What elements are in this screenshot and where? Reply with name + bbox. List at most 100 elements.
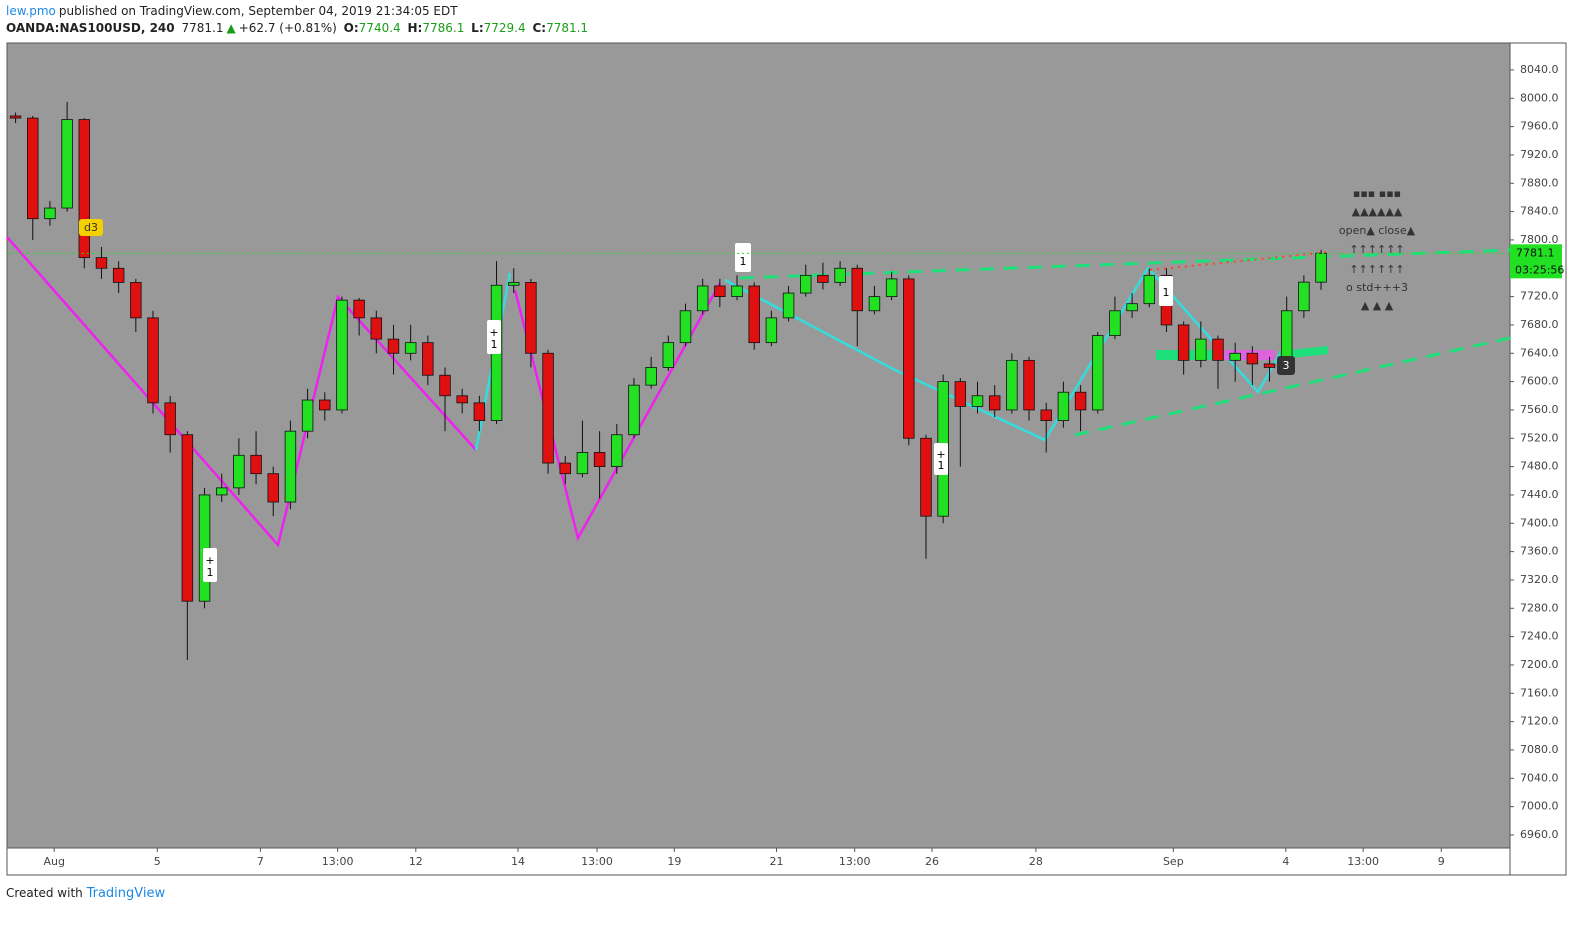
- brand[interactable]: TradingView: [86, 886, 166, 901]
- candle-body: [920, 437, 932, 517]
- zone: [1215, 350, 1275, 360]
- x-tick-label: 19: [667, 855, 681, 868]
- note: 1: [938, 459, 945, 472]
- note-box: [79, 219, 103, 236]
- candle-body: [679, 310, 692, 344]
- annotations: d3 + 1 + 1 1 + 1 1 3 ▪▪▪ ▪▪▪ ▲▲▲▲▲▲ open…: [79, 187, 1416, 582]
- y-tick-label: 6960.0: [1520, 828, 1559, 841]
- change-arrow: ▲: [226, 21, 236, 35]
- candle-body: [78, 119, 91, 259]
- candle-body: [1040, 409, 1052, 421]
- candle-body: [988, 395, 1001, 411]
- candle-body: [782, 292, 795, 319]
- note: 1: [491, 338, 498, 351]
- y-tick-label: 7080.0: [1520, 743, 1559, 756]
- candle-body: [1109, 310, 1121, 336]
- published: published on TradingView.com, September …: [58, 4, 458, 18]
- candle-body: [508, 282, 520, 286]
- note: d3: [84, 221, 98, 234]
- candle-body: [1263, 363, 1276, 368]
- trend-line: [1074, 336, 1511, 437]
- trend-line: [739, 248, 1511, 280]
- note: +: [489, 326, 498, 339]
- y-tick-label: 7520.0: [1520, 431, 1559, 444]
- y-tick-label: 7680.0: [1520, 318, 1559, 331]
- note-box: [934, 443, 948, 475]
- note: 1: [1163, 286, 1170, 299]
- note: ↑↑↑↑↑↑: [1349, 263, 1404, 276]
- x-tick-label: Sep: [1163, 855, 1184, 868]
- c-label: C:: [532, 21, 547, 35]
- candle-body: [1177, 324, 1190, 361]
- zigzag: [513, 282, 722, 542]
- candle-body: [473, 402, 486, 421]
- countdown: 03:25:56: [1515, 263, 1564, 276]
- note-box: [203, 548, 217, 582]
- x-tick-label: 7: [257, 855, 264, 868]
- candle-body: [662, 342, 675, 368]
- y-tick-label: 8000.0: [1520, 91, 1559, 104]
- note: ↑↑↑↑↑↑: [1349, 243, 1404, 256]
- note-box: [1277, 356, 1295, 375]
- symbol: OANDA:NAS100USD, 240: [6, 21, 175, 35]
- h-value: 7786.1: [422, 21, 465, 35]
- candle-body: [1092, 335, 1104, 411]
- h-label: H:: [407, 21, 423, 35]
- candle-body: [27, 117, 39, 220]
- y-tick-label: 7400.0: [1520, 516, 1559, 529]
- candle-body: [1023, 359, 1035, 411]
- o-value: 7740.4: [358, 21, 401, 35]
- candle-body: [1057, 391, 1070, 421]
- o-label: O:: [343, 21, 359, 35]
- x-tick-label: 28: [1029, 855, 1043, 868]
- candle-body: [593, 452, 606, 468]
- candle-body: [645, 367, 657, 386]
- y-tick-label: 7880.0: [1520, 176, 1559, 189]
- y-tick-label: 7720.0: [1520, 290, 1559, 303]
- candle-body: [868, 296, 881, 312]
- y-tick-label: 7920.0: [1520, 148, 1559, 161]
- y-tick-label: 7600.0: [1520, 375, 1559, 388]
- candle-body: [44, 207, 56, 220]
- y-tick-label: 7800.0: [1520, 233, 1559, 246]
- candle-body: [181, 434, 194, 602]
- x-tick-label: 13:00: [322, 855, 354, 868]
- candle-body: [611, 434, 623, 468]
- candle-body: [456, 395, 468, 404]
- candle-body: [628, 384, 640, 436]
- note: 1: [207, 566, 214, 579]
- header-line-2: OANDA:NAS100USD, 240 7781.1 ▲ +62.7 (+0.81…: [6, 21, 591, 35]
- candle-body: [1298, 281, 1310, 312]
- y-tick-label: 7000.0: [1520, 800, 1559, 813]
- candle-body: [439, 374, 451, 397]
- x-axis-panel: [6, 847, 1511, 876]
- header-line-1: lew.pmo published on TradingView.com, Sep…: [6, 4, 461, 18]
- candle-body: [1074, 391, 1087, 411]
- footer: Created with TradingView: [6, 886, 165, 901]
- candle-body: [714, 285, 726, 297]
- author[interactable]: lew.pmo: [6, 4, 56, 18]
- candle-body: [353, 299, 365, 319]
- candle-body: [1126, 303, 1138, 312]
- note: open▲ close▲: [1339, 224, 1416, 237]
- candle-body: [164, 402, 176, 436]
- candle-body: [731, 285, 743, 297]
- candle-body: [834, 267, 846, 283]
- candle-body: [215, 487, 228, 496]
- candle-body: [525, 282, 537, 354]
- x-tick-label: 26: [925, 855, 939, 868]
- y-tick-label: 7840.0: [1520, 205, 1559, 218]
- candle-body: [404, 342, 417, 354]
- note: ▪▪▪ ▪▪▪: [1353, 187, 1401, 200]
- note: ▲ ▲ ▲: [1361, 299, 1394, 312]
- candle-body: [233, 454, 245, 489]
- y-tick-label: 7440.0: [1520, 488, 1559, 501]
- candle-body: [559, 462, 571, 475]
- y-axis-panel: [1509, 42, 1567, 876]
- y-tick-label: 7480.0: [1520, 460, 1559, 473]
- candle-body: [301, 399, 314, 432]
- candle-body: [765, 317, 778, 344]
- candle-body: [1006, 359, 1018, 411]
- l-value: 7729.4: [483, 21, 526, 35]
- note: 1: [740, 255, 747, 268]
